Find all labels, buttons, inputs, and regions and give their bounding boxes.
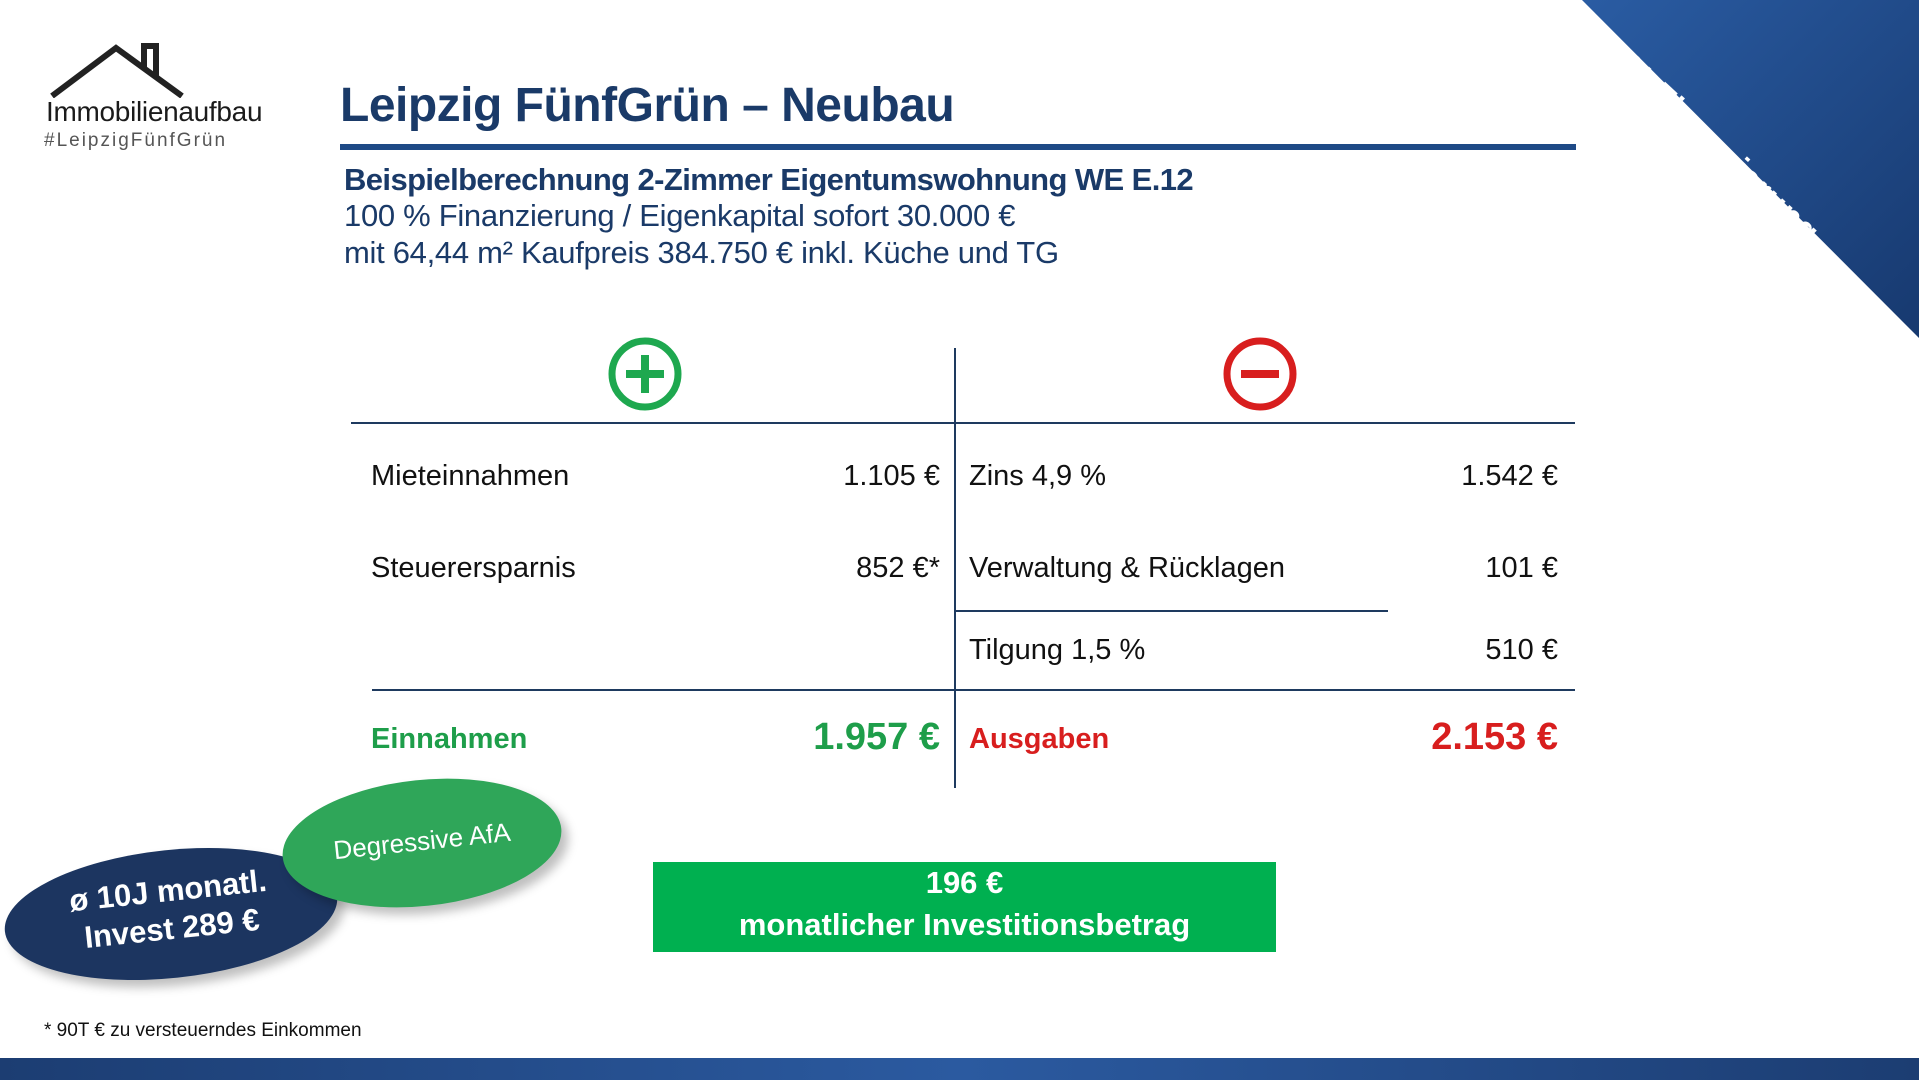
income-label-tax: Steuerersparnis: [371, 552, 576, 584]
expense-label-repayment: Tilgung 1,5 %: [969, 634, 1146, 666]
expense-value-interest: 1.542 €: [1461, 460, 1558, 492]
table-center-divider: [954, 348, 956, 788]
table-header-rule: [351, 422, 1575, 424]
expense-label-interest: Zins 4,9 %: [969, 460, 1106, 492]
expense-value-management: 101 €: [1485, 552, 1558, 584]
plus-circle-icon: [608, 337, 682, 411]
subtitle-price: mit 64,44 m² Kaufpreis 384.750 € inkl. K…: [344, 235, 1059, 270]
ribbon-text: 100% Finanzierung: [1569, 7, 1828, 252]
logo-name: Immobilienaufbau: [46, 96, 263, 127]
expense-total-value: 2.153 €: [1431, 716, 1558, 758]
bottom-bar: [0, 1058, 1919, 1080]
monthly-investment-box: 196 € monatlicher Investitionsbetrag: [653, 862, 1276, 952]
subtitle-heading: Beispielberechnung 2-Zimmer Eigentumswoh…: [344, 162, 1194, 197]
income-label-rent: Mieteinnahmen: [371, 460, 570, 492]
income-total-value: 1.957 €: [813, 716, 940, 758]
expense-label-management: Verwaltung & Rücklagen: [969, 552, 1285, 584]
minus-circle-icon: [1223, 337, 1297, 411]
income-value-tax: 852 €*: [856, 552, 940, 584]
monthly-investment-label: monatlicher Investitionsbetrag: [738, 907, 1191, 942]
income-value-rent: 1.105 €: [843, 460, 940, 492]
expense-total-label: Ausgaben: [969, 723, 1110, 755]
monthly-investment-amount: 196 €: [925, 865, 1004, 900]
footnote: * 90T € zu versteuerndes Einkommen: [44, 1020, 362, 1041]
company-logo: Immobilienaufbau #LeipzigFünfGrün: [44, 40, 274, 160]
expense-subtotal-rule: [956, 610, 1388, 612]
subtitle-financing: 100 % Finanzierung / Eigenkapital sofort…: [344, 198, 1016, 233]
table-total-rule: [372, 689, 1575, 691]
house-roof-icon: [50, 43, 184, 98]
title-underline: [340, 144, 1576, 150]
page-title: Leipzig FünfGrün – Neubau: [340, 79, 955, 132]
income-total-label: Einnahmen: [371, 723, 528, 755]
logo-hashtag: #LeipzigFünfGrün: [44, 130, 228, 151]
expense-value-repayment: 510 €: [1485, 634, 1558, 666]
